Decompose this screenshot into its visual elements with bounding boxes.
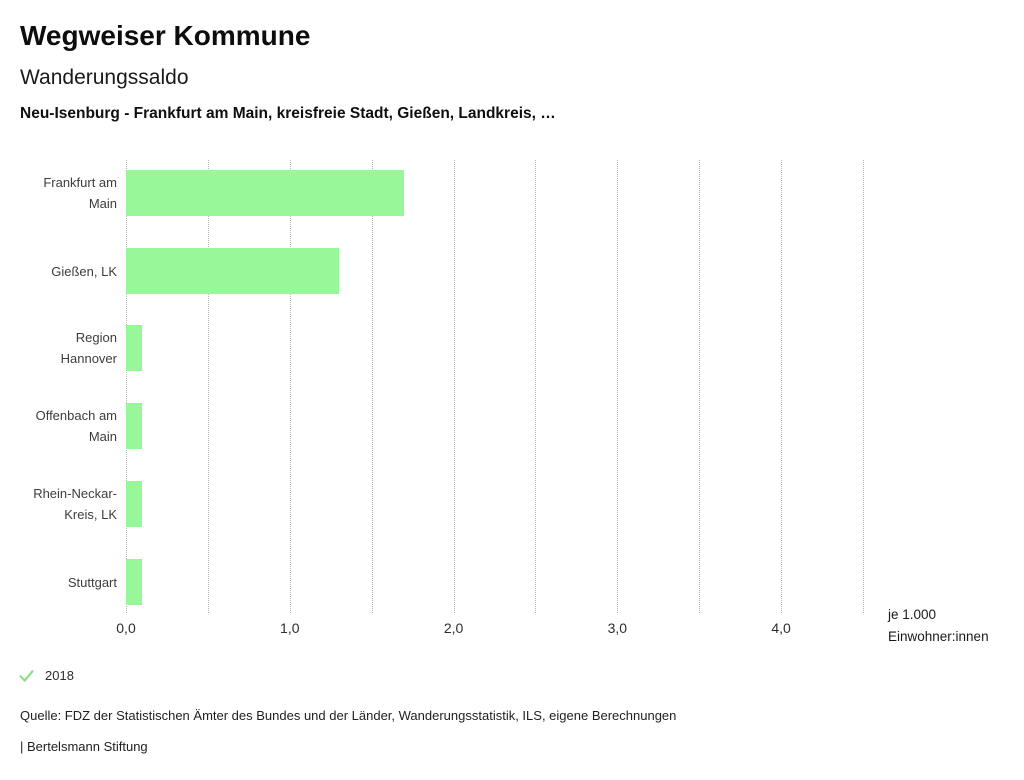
category-label: Region Hannover [60,330,117,366]
gridline [863,160,864,613]
legend-item-2018[interactable]: 2018 [18,667,74,684]
bar-chart: Frankfurt am Main Gießen, LK Region Hannov… [0,160,1024,640]
gridline [617,160,619,613]
category-label: Rhein-Neckar-Kreis, LK [33,486,117,522]
check-icon [19,670,34,682]
axis-unit-line1: je 1.000 [888,607,937,622]
source-text: Quelle: FDZ der Statistischen Ämter des … [20,708,677,723]
category-label: Stuttgart [67,574,117,590]
bar[interactable] [126,170,405,216]
chart-context-line: Neu-Isenburg - Frankfurt am Main, kreisf… [20,105,556,122]
gridline [453,160,455,613]
x-tick-label: 4,0 [771,620,791,636]
chart-title: Wanderungssaldo [20,66,189,89]
gridline [207,160,209,613]
bar[interactable] [126,481,143,527]
legend-label: 2018 [45,668,74,683]
axis-unit-line2: Einwohner:innen [888,629,989,644]
app-title: Wegweiser Kommune [20,20,311,51]
gridline [699,160,701,613]
category-label: Gießen, LK [51,263,117,279]
gridline [535,160,537,613]
attribution-text: | Bertelsmann Stiftung [20,739,148,754]
category-label: Offenbach am Main [35,408,117,444]
x-tick-label: 1,0 [280,620,300,636]
category-label: Frankfurt am Main [43,175,117,211]
bar[interactable] [126,559,143,605]
x-tick-label: 3,0 [607,620,628,636]
bar[interactable] [126,248,339,294]
x-tick-label: 2,0 [443,620,464,636]
gridline [781,160,783,613]
gridline [126,160,127,613]
axis-unit-label: je 1.000 Einwohner:innen [888,604,989,648]
bar[interactable] [126,325,143,371]
bar[interactable] [126,403,143,449]
x-tick-label: 0,0 [116,620,136,636]
gridline [371,160,373,613]
gridline [289,160,291,613]
